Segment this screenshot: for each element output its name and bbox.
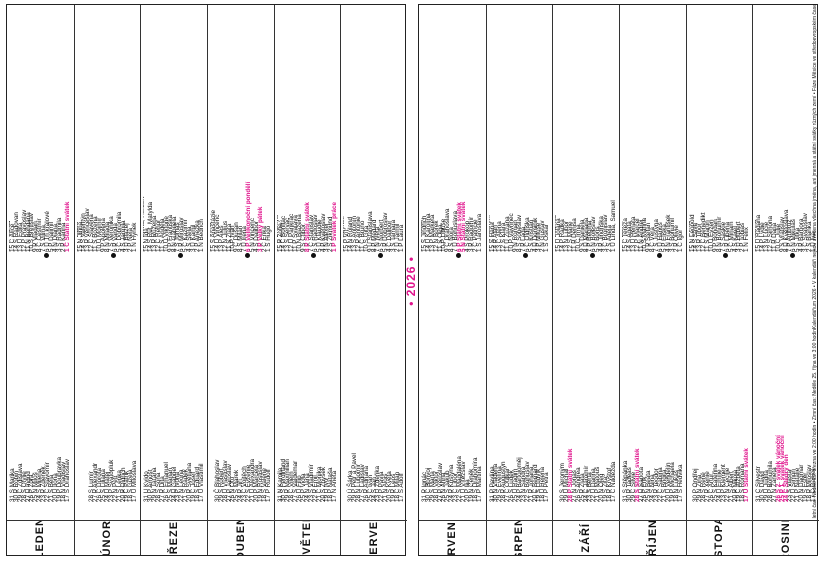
month-name: ŘÍJEN xyxy=(646,520,659,555)
calendar-sheet-july-december: 1 S Jaroslava 2 Č Patricie 3 P Radomír 4 S … xyxy=(418,4,819,556)
day-entry: 16 Č Luboš xyxy=(421,219,424,252)
month-column: 1 S Oskar 2 N Gustav 3 P Miluše 4 Ú Dominik… xyxy=(485,5,553,555)
day-entry: 16 S Albína xyxy=(755,219,759,252)
day-entry: 31 N Kamila xyxy=(276,467,284,502)
month-header: ČERVENEC xyxy=(419,520,486,555)
day-list: 1 Č Igor 2 P Olivie 3 S Bohumil 4 N Františ… xyxy=(622,8,684,517)
full-moon-icon xyxy=(377,253,383,258)
day-entry: 16 S Přemysl xyxy=(276,214,280,252)
month-header: SRPEN xyxy=(486,520,553,555)
footer-line: Kalendářium 2026 • V kalendáři nejsou uv… xyxy=(812,4,818,330)
day-list: 1 Č Státní svátek 2 P Karina 3 S Radmila 4 … xyxy=(9,8,72,517)
day-entry: 16 P Elena, Herbert xyxy=(143,196,147,252)
day-entry: 31 S Štěpánka xyxy=(622,460,629,502)
month-name: PROSINEC xyxy=(780,520,793,555)
month-header: DUBEN xyxy=(208,520,274,555)
month-column: 1 N Felix 2 P Tobiáš 3 Ú Hubert 4 S Karel 5 … xyxy=(685,5,753,555)
month-name: BŘEZEN xyxy=(168,520,181,555)
month-name: ČERVEN xyxy=(368,520,381,555)
day-list: 1 Ú Linda, Samuel 2 S Adéla 3 Č Bronislav 4… xyxy=(555,8,617,517)
day-list: 1 P Laura 2 Ú Jarmil 3 S Tamara 4 Č Dalibor… xyxy=(343,8,405,517)
calendar-sheet-january-june: 1 Č Státní svátek 2 P Karina 3 S Radmila 4 … xyxy=(6,4,407,556)
day-entry: 31 Ú Kvido xyxy=(143,471,151,502)
day-list: 1 N Hynek 2 P Nela 3 Ú Blažej 4 S Jarmila 5 … xyxy=(77,8,139,517)
month-column: 1 Č Státní svátek 2 P Karina 3 S Radmila 4 … xyxy=(7,5,74,555)
month-column: 1 P Laura 2 Ú Jarmil 3 S Tamara 4 Č Dalibor… xyxy=(340,5,407,555)
day-entry: 30 S Jeroným xyxy=(559,463,567,502)
day-entry: 16 Ú Zbyněk xyxy=(343,216,347,252)
month-header: KVĚTEN xyxy=(274,520,341,555)
day-entry: 16 P Otmar xyxy=(688,219,692,252)
full-moon-icon xyxy=(589,253,595,258)
full-moon-icon xyxy=(523,253,529,258)
month-name: ČERVENEC xyxy=(446,520,459,555)
day-list: 1 S Hugo 2 Č Erika 3 P Velký pátek 4 S Dali… xyxy=(210,8,272,517)
year-label: • 2026 • xyxy=(404,0,418,562)
day-entry: 31 P Pavlína xyxy=(488,466,496,502)
footer-line: letní čas: Neděle 29. března ve 2:00 hod… xyxy=(812,329,818,519)
full-moon-icon xyxy=(311,253,317,258)
full-moon-icon xyxy=(789,253,795,258)
month-column: 1 S Jaroslava 2 Č Patricie 3 P Radomír 4 S … xyxy=(419,5,486,555)
day-entry: 31 P Ignác xyxy=(421,472,428,502)
month-header: ČERVEN xyxy=(341,520,407,555)
year-text: • 2026 • xyxy=(404,256,418,306)
full-moon-icon xyxy=(244,253,250,258)
month-name: ÚNOR xyxy=(101,520,114,555)
day-entry: 31 S Marika xyxy=(9,468,16,502)
day-list: 1 S Jaroslava 2 Č Patricie 3 P Radomír 4 S … xyxy=(421,8,484,517)
day-entry: 30 P Ondřej xyxy=(692,468,700,503)
day-entry: 31 Č Silvestr xyxy=(755,466,763,502)
day-entry: 16 N Jáchym xyxy=(488,215,492,252)
full-moon-icon xyxy=(111,253,117,258)
day-entry: 16 S Ludmila xyxy=(555,215,559,252)
full-moon-icon xyxy=(723,253,729,258)
month-header: LEDEN xyxy=(7,520,74,555)
full-moon-icon xyxy=(177,253,183,258)
day-entry: 16 P Ctirad xyxy=(9,220,12,252)
day-list: 1 Ú Iva 2 S Blanka 3 Č Svatoslav 4 P Barbor… xyxy=(755,8,817,517)
month-header: ÚNOR xyxy=(74,520,141,555)
day-entry: 30 Č Blahoslav xyxy=(213,459,221,502)
month-column: 1 Ú Linda, Samuel 2 S Adéla 3 Č Bronislav 4… xyxy=(552,5,619,555)
month-column: 1 Č Igor 2 P Olivie 3 S Bohumil 4 N Františ… xyxy=(619,5,686,555)
day-entry: 30 Ú Šárka xyxy=(347,470,355,503)
month-header: ŘÍJEN xyxy=(620,520,686,555)
full-moon-icon xyxy=(455,253,461,258)
month-header: PROSINEC xyxy=(753,520,819,555)
month-name: SRPEN xyxy=(513,520,526,555)
month-header: BŘEZEN xyxy=(141,520,207,555)
month-column: 1 Ú Iva 2 S Blanka 3 Č Svatoslav 4 P Barbor… xyxy=(752,5,819,555)
full-moon-icon xyxy=(656,253,662,258)
month-header: ZÁŘÍ xyxy=(553,520,619,555)
month-name: KVĚTEN xyxy=(301,520,314,555)
month-column: 1 S Hugo 2 Č Erika 3 P Velký pátek 4 S Dali… xyxy=(207,5,274,555)
day-entry: 16 P Ljuba xyxy=(76,222,80,252)
day-entry: 28 S Lumír xyxy=(88,471,96,502)
day-list: 1 S Oskar 2 N Gustav 3 P Miluše 4 Ú Dominik… xyxy=(489,8,551,517)
month-name: ZÁŘÍ xyxy=(580,523,593,553)
month-name: LISTOPAD xyxy=(713,520,726,555)
day-entry: 16 Č Irena xyxy=(210,222,213,252)
month-header: LISTOPAD xyxy=(686,520,753,555)
day-list: 1 N Felix 2 P Tobiáš 3 Ú Hubert 4 S Karel 5 … xyxy=(689,8,751,517)
month-column: 1 N Hynek 2 P Nela 3 Ú Blažej 4 S Jarmila 5 … xyxy=(73,5,141,555)
day-list: 1 N Bedřich 2 P Anežka 3 Ú Kamil 4 S Stela 5… xyxy=(143,8,205,517)
month-name: LEDEN xyxy=(34,520,47,555)
day-list: 1 P Svátek práce 2 S Zikmund 3 N Alexej 4 P… xyxy=(277,8,339,517)
day-entry: 16 P Havel xyxy=(622,221,625,252)
full-moon-icon xyxy=(43,253,49,258)
month-name: DUBEN xyxy=(234,520,247,555)
month-column: 1 P Svátek práce 2 S Zikmund 3 N Alexej 4 P… xyxy=(273,5,341,555)
footer-note: Kalendářium 2026 • V kalendáři nejsou uv… xyxy=(812,4,824,556)
month-column: 1 N Bedřich 2 P Anežka 3 Ú Kamil 4 S Stela 5… xyxy=(140,5,207,555)
